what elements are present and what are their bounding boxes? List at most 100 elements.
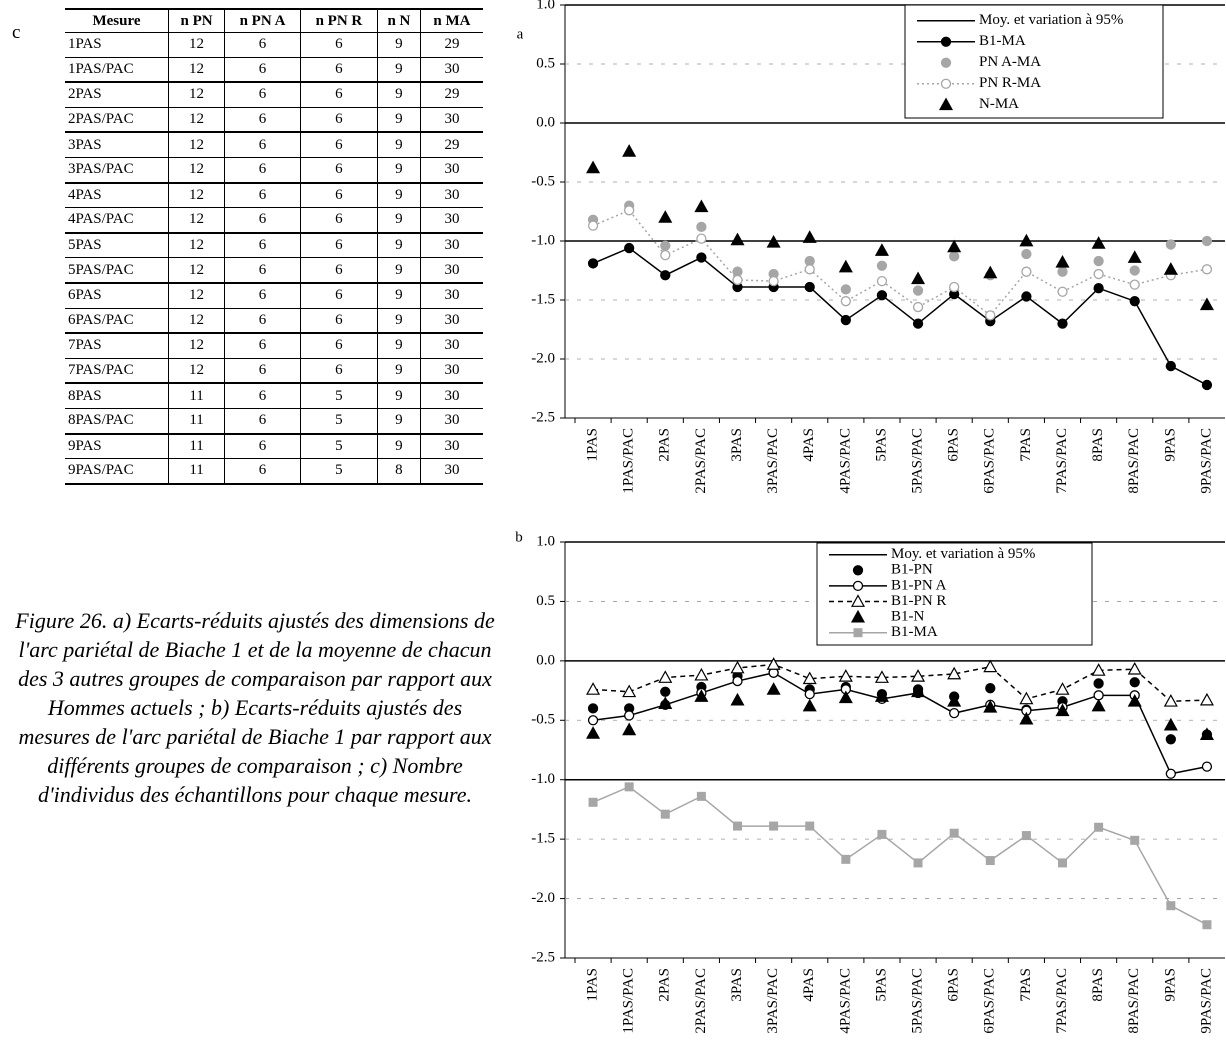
legend-label: PN A-MA [979, 54, 1041, 70]
table-cell: 6 [299, 333, 378, 359]
x-tick-label: 1PAS [584, 428, 600, 462]
table-cell: 1PAS [65, 32, 169, 58]
marker [1163, 717, 1178, 731]
marker [730, 660, 745, 674]
table-cell: 8PAS [65, 383, 169, 409]
x-tick-label: 4PAS/PAC [837, 428, 853, 494]
table-cell: 3PAS/PAC [65, 157, 169, 184]
legend-marker [940, 36, 952, 47]
legend-marker [938, 97, 954, 111]
table-row: 7PAS 12 6 6 9 30 [65, 333, 483, 359]
table-cell: 6 [299, 82, 378, 108]
marker [983, 659, 998, 673]
table-cell: 4PAS [65, 182, 169, 209]
legend-label: Moy. et variation à 95% [979, 12, 1123, 28]
table-cell: 11 [167, 408, 225, 435]
y-tick-label: 0.5 [536, 55, 555, 71]
marker [911, 271, 926, 285]
marker [622, 684, 637, 698]
y-tick-label: -0.5 [531, 712, 555, 728]
table-cell: 30 [419, 257, 483, 284]
table-cell: 9PAS/PAC [65, 458, 169, 485]
x-tick-label: 6PAS [946, 968, 962, 1002]
table-cell: 6 [224, 257, 301, 284]
x-tick-label: 3PAS [729, 428, 745, 462]
table-cell: 12 [167, 82, 225, 108]
marker [1201, 761, 1213, 772]
x-tick-label: 2PAS/PAC [693, 968, 709, 1034]
table-cell: 12 [167, 132, 225, 158]
x-tick-label: 3PAS/PAC [765, 968, 781, 1034]
table-cell: 12 [167, 358, 225, 385]
x-tick-label: 9PAS [1162, 428, 1178, 462]
table-cell: 6PAS/PAC [65, 308, 169, 335]
table-row: 8PAS 11 6 5 9 30 [65, 383, 483, 409]
legend-label: PN R-MA [979, 75, 1041, 91]
marker [949, 251, 960, 262]
x-tick-label: 2PAS [657, 428, 673, 462]
table-cell: 6 [299, 282, 378, 309]
table-cell: 9 [376, 32, 421, 58]
table-cell: 30 [419, 232, 483, 259]
marker [696, 221, 707, 232]
table-cell: 29 [419, 32, 483, 58]
marker [874, 243, 889, 256]
table-cell: 30 [419, 383, 483, 409]
table-cell: 30 [419, 433, 483, 460]
x-tick-label: 4PAS [801, 428, 817, 462]
marker [587, 703, 599, 714]
marker [838, 669, 853, 682]
table-cell: 6 [224, 57, 301, 84]
table-cell: 6 [224, 383, 301, 409]
x-tick-label: 5PAS/PAC [909, 968, 925, 1034]
marker [766, 657, 781, 670]
x-tick-label: 6PAS [946, 428, 962, 462]
marker [1093, 268, 1104, 280]
marker [838, 690, 853, 704]
marker [804, 688, 815, 700]
legend-marker [852, 580, 864, 592]
x-tick-label: 2PAS [657, 968, 673, 1002]
table-row: 3PAS 12 6 6 9 29 [65, 132, 483, 158]
marker [802, 698, 817, 712]
table-cell: 30 [419, 458, 483, 485]
marker [1019, 711, 1034, 725]
table-cell: 2PAS/PAC [65, 107, 169, 134]
marker [947, 666, 962, 680]
table-cell: 30 [419, 157, 483, 184]
marker [624, 205, 635, 216]
table-cell: 12 [167, 308, 225, 335]
marker [949, 708, 960, 719]
marker [624, 782, 634, 792]
table-cell: 6 [299, 57, 378, 84]
legend-marker [850, 609, 866, 623]
table-cell: 12 [167, 207, 225, 234]
marker [1091, 698, 1106, 712]
x-tick-label: 1PAS [584, 968, 600, 1002]
table-cell: 4PAS/PAC [65, 207, 169, 234]
table-row: 1PAS/PAC 12 6 6 9 30 [65, 57, 483, 84]
legend-label: B1-MA [891, 624, 938, 640]
marker [1093, 283, 1104, 294]
table-row: 4PAS 12 6 6 9 30 [65, 182, 483, 209]
marker [1093, 678, 1104, 689]
marker [985, 683, 996, 694]
x-tick-label: 6PAS/PAC [982, 428, 998, 494]
marker [1057, 318, 1068, 329]
x-tick-label: 7PAS [1018, 428, 1034, 462]
y-tick-label: -2.5 [531, 409, 555, 425]
table-cell: 12 [167, 157, 225, 184]
table-cell: 7PAS/PAC [65, 358, 169, 385]
marker [912, 301, 924, 313]
marker [658, 696, 673, 710]
marker [1055, 682, 1070, 695]
marker [624, 710, 635, 721]
marker [732, 675, 743, 687]
table-cell: 6 [224, 32, 301, 58]
table-cell: 9 [376, 433, 421, 460]
table-cell: 30 [419, 408, 483, 435]
marker [840, 296, 851, 307]
marker [1163, 262, 1178, 275]
marker [624, 242, 635, 254]
